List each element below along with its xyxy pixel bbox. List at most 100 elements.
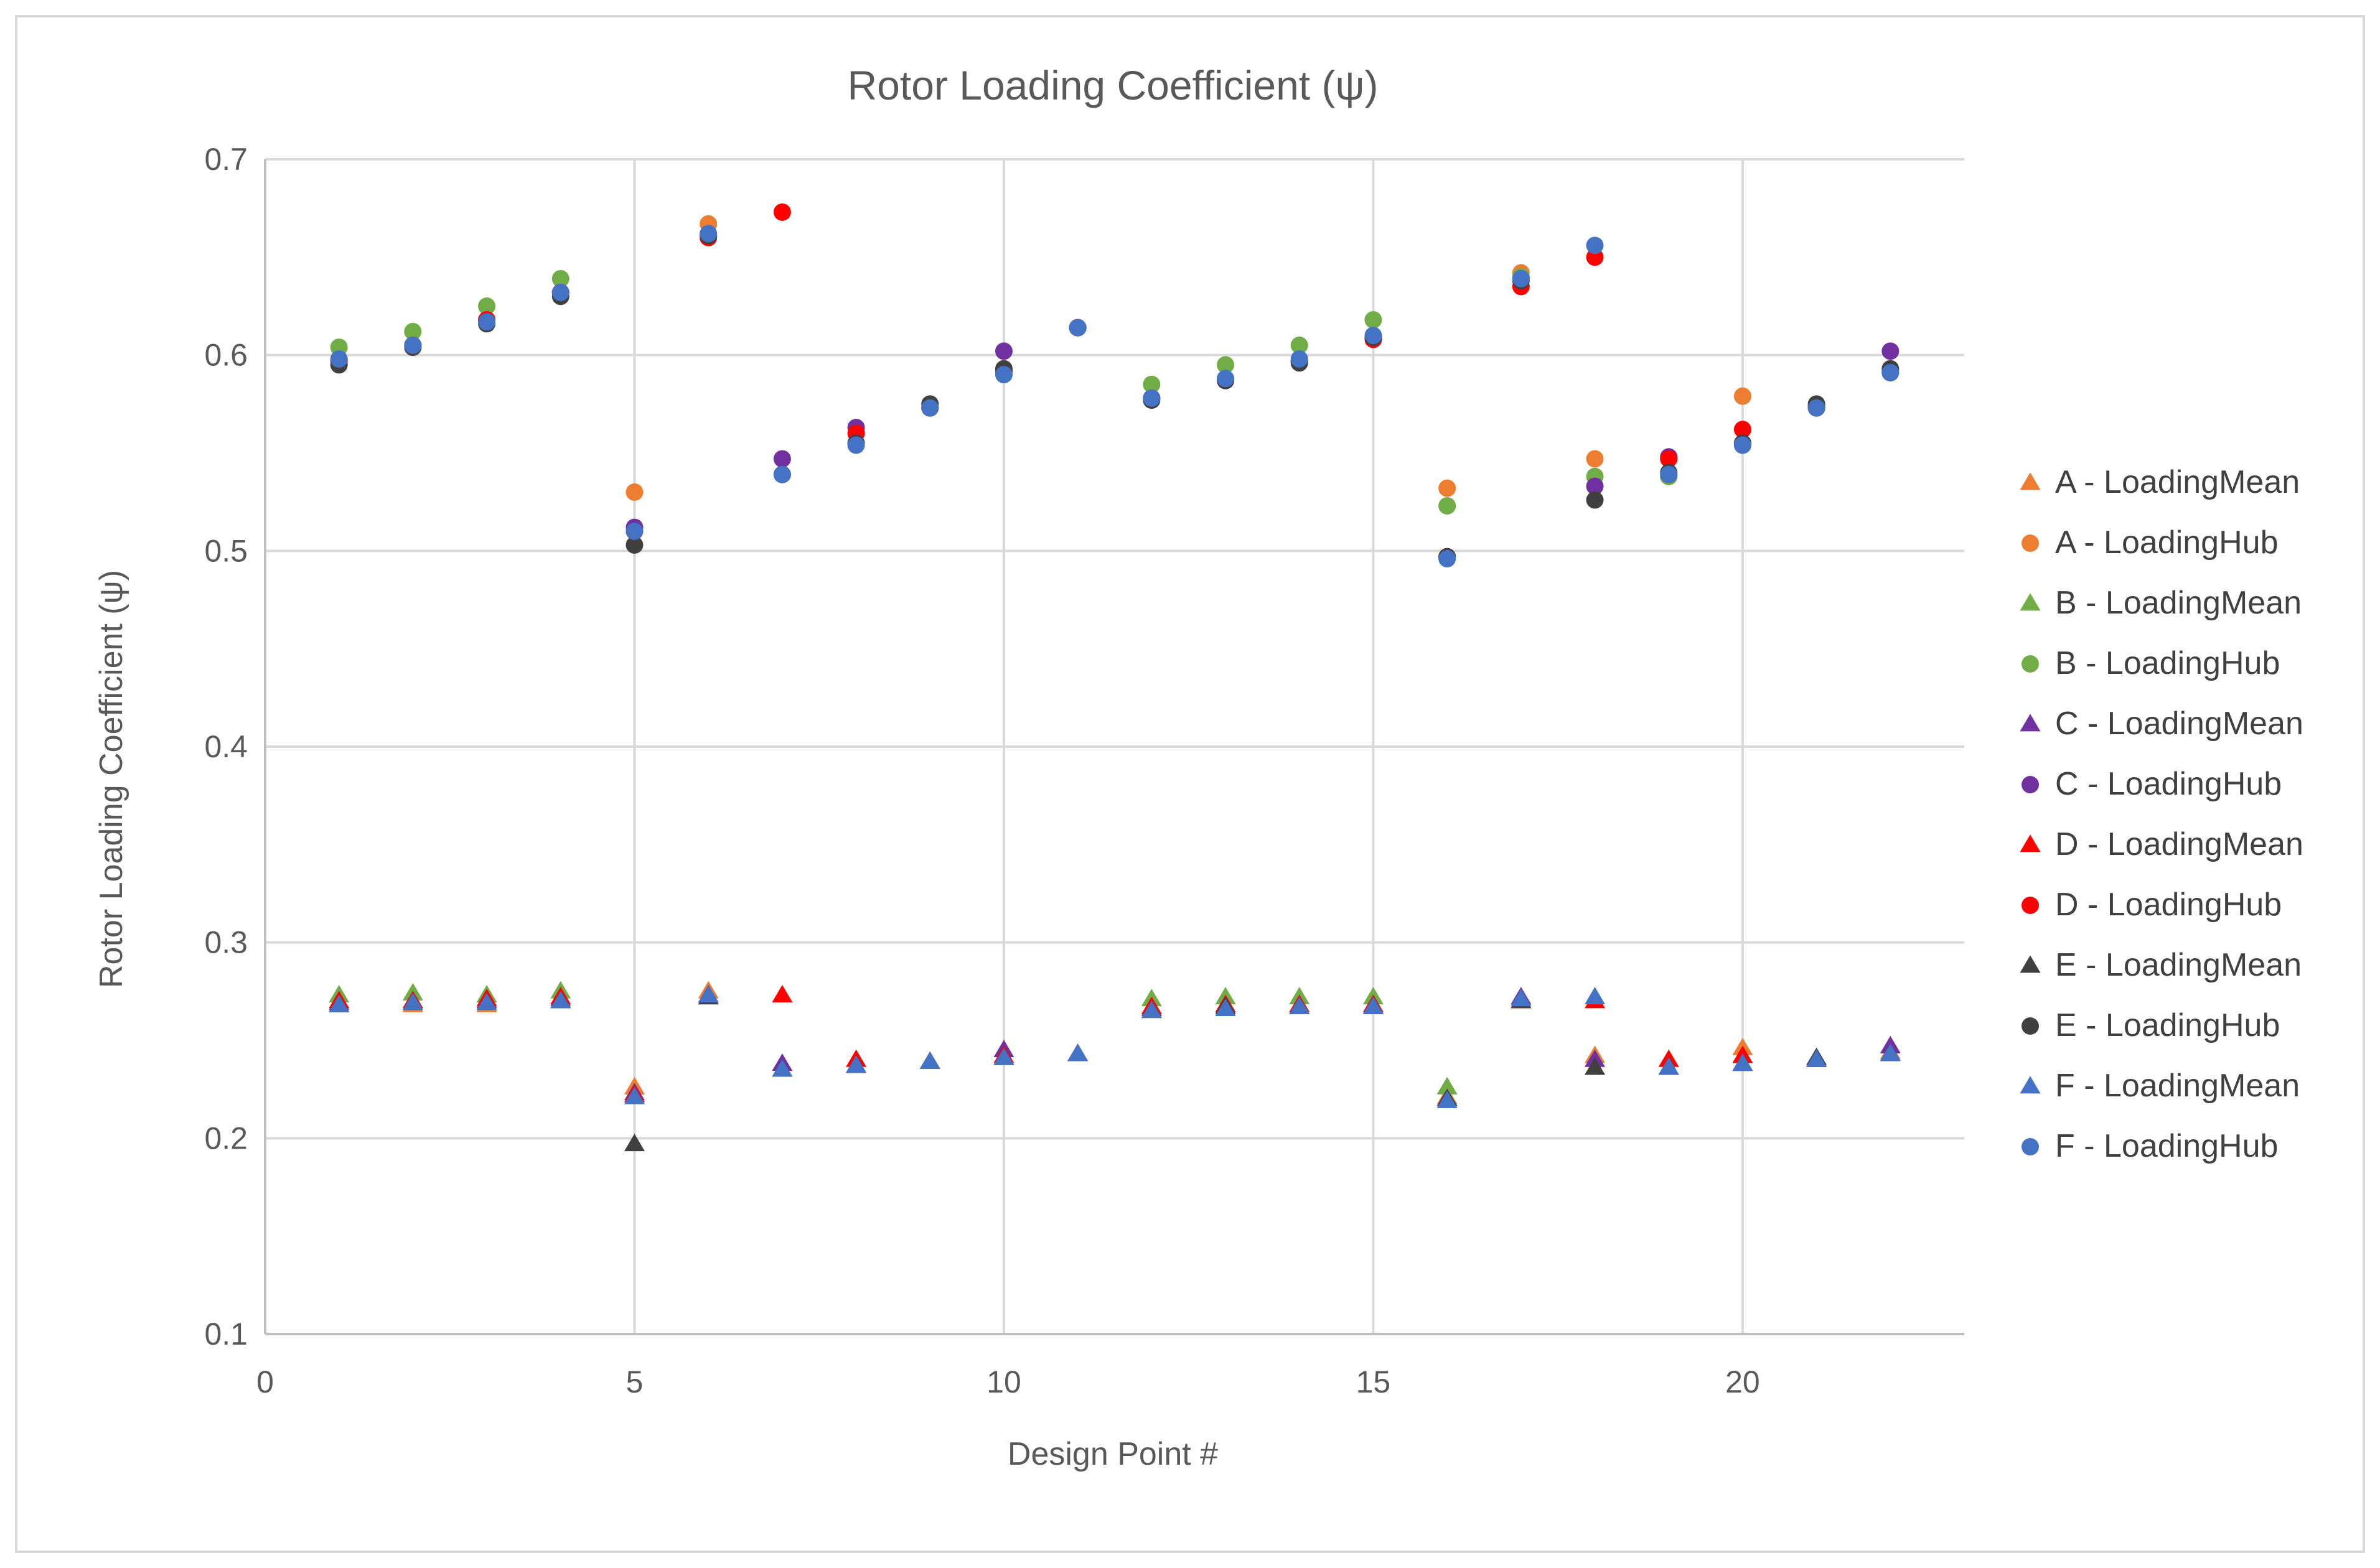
data-point-triangle <box>1511 989 1532 1007</box>
data-point-circle <box>700 225 718 243</box>
data-point-triangle <box>993 1047 1014 1065</box>
legend-label: C - LoadingHub <box>2055 766 2282 802</box>
y-tick-label: 0.1 <box>204 1317 248 1351</box>
data-point-circle <box>995 342 1013 360</box>
data-point-circle <box>847 436 865 454</box>
y-tick-label: 0.4 <box>204 729 248 764</box>
data-point-circle <box>773 203 791 221</box>
legend-item: B - LoadingHub <box>2022 645 2280 681</box>
data-point-triangle <box>1436 1076 1458 1094</box>
data-point-triangle <box>624 1086 645 1104</box>
legend-marker <box>2020 834 2041 852</box>
data-point-triangle <box>1880 1043 1901 1062</box>
y-tick-label: 0.3 <box>204 925 248 960</box>
legend-item: E - LoadingMean <box>2020 947 2302 983</box>
axes: 0.1 0.2 0.3 0.4 0.5 0.6 0.7 0 5 10 15 20 <box>204 142 1964 1399</box>
data-point-triangle <box>1141 1001 1162 1019</box>
legend-marker <box>2022 1138 2039 1155</box>
y-tick-label: 0.6 <box>204 338 248 373</box>
y-tick-label: 0.5 <box>204 533 248 568</box>
x-tick-label: 0 <box>256 1365 274 1399</box>
legend-item: A - LoadingMean <box>2020 464 2300 500</box>
data-point-circle <box>1438 497 1456 515</box>
data-point-circle <box>478 313 496 331</box>
legend-label: D - LoadingHub <box>2055 887 2282 923</box>
legend-item: A - LoadingHub <box>2022 525 2279 561</box>
data-point-triangle <box>1732 1053 1753 1071</box>
series-f-loadingmean <box>329 984 1901 1108</box>
data-point-circle <box>625 536 644 554</box>
x-tick-label: 5 <box>626 1365 644 1399</box>
data-point-circle <box>773 465 791 483</box>
legend-item: D - LoadingHub <box>2022 887 2282 923</box>
data-point-circle <box>1733 421 1751 439</box>
y-tick-label: 0.2 <box>204 1121 248 1155</box>
data-point-triangle <box>1658 1057 1679 1075</box>
data-point-triangle <box>1215 998 1236 1016</box>
data-points <box>329 203 1901 1152</box>
legend-label: B - LoadingMean <box>2055 585 2302 621</box>
data-point-triangle <box>1806 1049 1827 1067</box>
data-point-triangle <box>846 1055 867 1073</box>
data-point-triangle <box>1289 996 1310 1014</box>
data-point-circle <box>1586 477 1604 495</box>
data-point-triangle <box>1585 987 1606 1005</box>
data-point-circle <box>1217 370 1235 388</box>
legend-label: A - LoadingHub <box>2055 525 2279 561</box>
data-point-circle <box>1438 479 1456 497</box>
legend-item: F - LoadingHub <box>2022 1128 2278 1164</box>
gridlines <box>265 158 1964 1335</box>
data-point-circle <box>625 483 644 501</box>
series-d-loadinghub <box>330 203 1900 566</box>
data-point-triangle <box>1362 996 1384 1014</box>
data-point-triangle <box>919 1051 940 1069</box>
data-point-circle <box>1438 549 1456 567</box>
data-point-circle <box>1512 269 1530 287</box>
data-point-circle <box>1364 311 1382 329</box>
legend-item: F - LoadingMean <box>2020 1068 2300 1104</box>
data-point-circle <box>1881 363 1900 381</box>
data-point-circle <box>1143 375 1161 393</box>
data-point-circle <box>995 366 1013 384</box>
data-point-triangle <box>402 992 423 1010</box>
data-point-circle <box>773 450 791 468</box>
data-point-circle <box>1733 387 1751 405</box>
data-point-circle <box>1069 319 1087 337</box>
data-point-circle <box>1586 450 1604 468</box>
data-point-circle <box>330 350 348 368</box>
data-point-triangle <box>1436 1090 1458 1108</box>
series-b-loadinghub <box>330 225 1900 540</box>
data-point-circle <box>404 322 422 340</box>
y-tick-label: 0.7 <box>204 142 248 177</box>
chart-frame <box>15 15 2365 1553</box>
legend-label: D - LoadingMean <box>2055 826 2303 862</box>
data-point-circle <box>551 283 569 301</box>
x-tick-label: 15 <box>1356 1365 1391 1399</box>
data-point-circle <box>1290 336 1308 354</box>
legend-label: F - LoadingMean <box>2055 1068 2300 1104</box>
x-tick-label: 10 <box>986 1365 1021 1399</box>
legend-item: D - LoadingMean <box>2020 826 2303 862</box>
legend-marker <box>2022 897 2039 914</box>
legend-marker <box>2022 1017 2039 1035</box>
data-point-triangle <box>329 994 350 1012</box>
legend-item: C - LoadingHub <box>2022 766 2282 802</box>
data-point-triangle <box>624 1134 645 1152</box>
data-point-circle <box>1586 491 1604 509</box>
x-axis-title: Design Point # <box>1008 1436 1218 1472</box>
data-point-triangle <box>772 1059 793 1077</box>
data-point-circle <box>921 399 939 417</box>
data-point-circle <box>1364 327 1382 345</box>
data-point-circle <box>1881 342 1900 360</box>
data-point-triangle <box>698 984 719 1002</box>
legend-marker <box>2020 714 2041 732</box>
data-point-circle <box>1660 465 1678 483</box>
y-axis-title: Rotor Loading Coefficient (ψ) <box>93 570 129 988</box>
data-point-circle <box>1733 436 1751 454</box>
data-point-triangle <box>476 992 497 1010</box>
legend-label: C - LoadingMean <box>2055 706 2303 742</box>
legend-label: A - LoadingMean <box>2055 464 2300 500</box>
legend-marker <box>2020 593 2041 611</box>
data-point-triangle <box>1067 1043 1089 1062</box>
